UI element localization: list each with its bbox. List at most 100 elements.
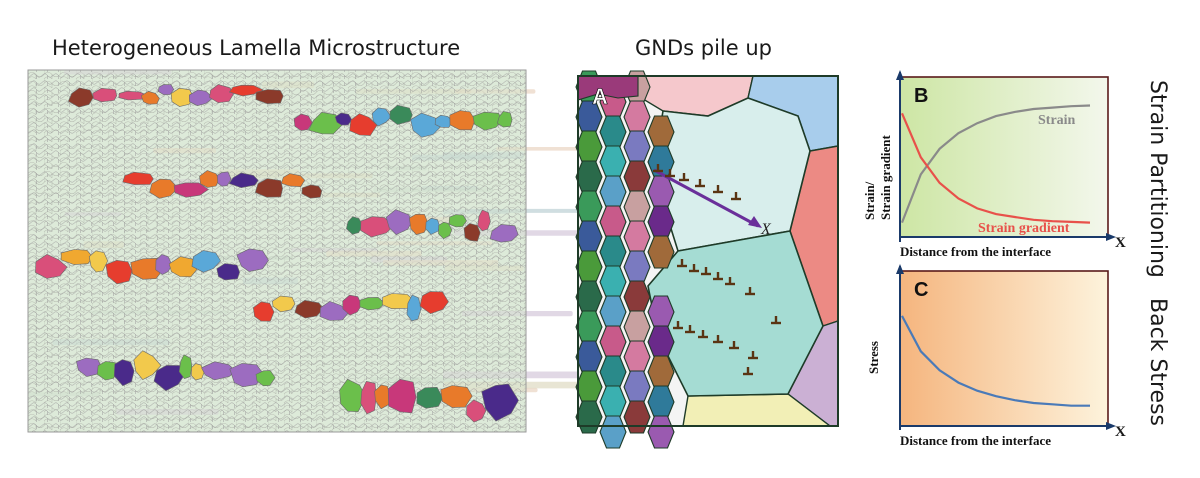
coarse-grain bbox=[252, 301, 275, 322]
dislocations bbox=[653, 164, 781, 376]
coarse-grain bbox=[477, 209, 491, 232]
coarse-grain bbox=[68, 87, 94, 108]
dislocation-symbol bbox=[729, 341, 739, 350]
coarse-grain bbox=[113, 359, 135, 387]
microstructure-title: Heterogeneous Lamella Microstructure bbox=[52, 36, 461, 60]
dislocation-symbol bbox=[665, 169, 675, 178]
upper-receiving-grain bbox=[652, 97, 811, 252]
coarse-grain bbox=[294, 299, 324, 319]
coarse-grain bbox=[149, 178, 179, 199]
coarse-grain bbox=[385, 209, 412, 235]
coarse-grain bbox=[191, 250, 221, 273]
coarse-grain bbox=[140, 90, 160, 105]
coarse-grain bbox=[349, 113, 378, 136]
coarse-grain bbox=[96, 361, 119, 381]
coarse-grain bbox=[360, 216, 394, 238]
coarse-grain bbox=[342, 294, 363, 316]
dislocation-symbol bbox=[713, 335, 723, 344]
panel-label-b: B bbox=[914, 85, 928, 107]
coarse-grain bbox=[419, 291, 449, 315]
strain-partitioning-label: Strain Partitioning bbox=[1145, 80, 1170, 278]
dislocation-symbol bbox=[689, 264, 699, 273]
coarse-grain bbox=[199, 170, 220, 188]
coarse-grain bbox=[371, 107, 392, 127]
slip-direction-arrow bbox=[653, 168, 759, 228]
series-label-0: Strain bbox=[1038, 113, 1076, 128]
coarse-grain bbox=[130, 257, 165, 280]
coarse-grain bbox=[118, 90, 149, 101]
coarse-grain bbox=[168, 256, 199, 278]
series-line-1 bbox=[900, 112, 1091, 224]
coarse-grain bbox=[301, 184, 323, 199]
coarse-grain bbox=[425, 217, 440, 235]
coarse-grain bbox=[105, 259, 133, 285]
x-axis-end-label: X bbox=[1115, 235, 1126, 251]
coarse-grain bbox=[416, 386, 444, 409]
coarse-grain bbox=[466, 399, 487, 423]
coarse-grain bbox=[382, 293, 416, 310]
coarse-grain bbox=[434, 114, 453, 128]
coarse-grain bbox=[216, 263, 240, 281]
coarse-grain bbox=[410, 112, 443, 138]
series-line-0 bbox=[901, 315, 1090, 407]
series-line-0 bbox=[900, 104, 1091, 223]
lower-receiving-grain bbox=[647, 230, 824, 397]
coarse-grain bbox=[35, 254, 68, 279]
dislocation-symbol bbox=[713, 272, 723, 281]
fine-grain bbox=[599, 415, 627, 449]
arrow-head bbox=[748, 216, 762, 228]
dislocation-symbol bbox=[673, 321, 683, 330]
coarse-grain bbox=[157, 84, 175, 95]
y-axis-label: Strain/Strain gradient bbox=[862, 134, 893, 220]
coarse-grain bbox=[188, 89, 214, 107]
dislocation-symbol bbox=[653, 164, 663, 173]
y-axis-label: Stress bbox=[866, 341, 881, 374]
dislocation-symbol bbox=[743, 367, 753, 376]
panel-label-a: A bbox=[592, 84, 608, 109]
plot-area-b: Strain Strain gradient bbox=[900, 104, 1091, 236]
dislocation-symbol bbox=[695, 179, 705, 188]
coarse-grain bbox=[178, 354, 193, 380]
coarse-grain bbox=[293, 113, 313, 131]
dislocation-symbol bbox=[731, 192, 741, 201]
x-axis-label: Distance from the interface bbox=[900, 244, 1051, 259]
coarse-grain bbox=[236, 248, 269, 272]
coarse-grain bbox=[133, 350, 162, 380]
coarse-grain bbox=[271, 295, 296, 313]
coarse-grain bbox=[153, 365, 184, 392]
coarse-grain bbox=[201, 361, 237, 381]
fine-grain bbox=[647, 235, 675, 269]
gnd-pileup-diagram: X A bbox=[575, 70, 839, 449]
coarse-grain bbox=[387, 378, 417, 414]
coarse-grain bbox=[308, 111, 343, 135]
coarse-grain bbox=[339, 378, 367, 413]
back-stress-label: Back Stress bbox=[1145, 298, 1170, 427]
dislocation-symbol bbox=[679, 173, 689, 182]
chart-b-area bbox=[899, 76, 1109, 238]
coarse-grain bbox=[228, 172, 259, 189]
coarse-grain bbox=[216, 171, 232, 187]
coarse-grain bbox=[319, 301, 350, 321]
stress-chart: X C Stress Distance from the interface bbox=[866, 264, 1126, 448]
plot-area-c bbox=[901, 315, 1090, 407]
dislocation-symbol bbox=[677, 259, 687, 268]
coarse-grain bbox=[92, 87, 118, 103]
panel-label-c: C bbox=[914, 279, 928, 301]
dislocation-symbol bbox=[685, 325, 695, 334]
coarse-grain bbox=[489, 224, 519, 243]
coarse-grain bbox=[334, 112, 353, 126]
coarse-grain bbox=[254, 178, 283, 198]
coarse-grain bbox=[346, 216, 363, 235]
coarse-grain bbox=[359, 297, 386, 311]
coarse-grain bbox=[255, 89, 284, 105]
coarse-grain bbox=[76, 357, 102, 377]
dislocation-symbol bbox=[698, 330, 708, 339]
coarse-grain bbox=[60, 249, 93, 265]
coarse-grain bbox=[122, 171, 154, 185]
coarse-grain bbox=[448, 214, 467, 228]
dislocation-symbol bbox=[748, 351, 758, 360]
lamella-microstructure bbox=[27, 69, 606, 433]
fine-grain bbox=[647, 415, 675, 449]
coarse-grain bbox=[360, 380, 377, 415]
coarse-grain bbox=[88, 250, 109, 273]
